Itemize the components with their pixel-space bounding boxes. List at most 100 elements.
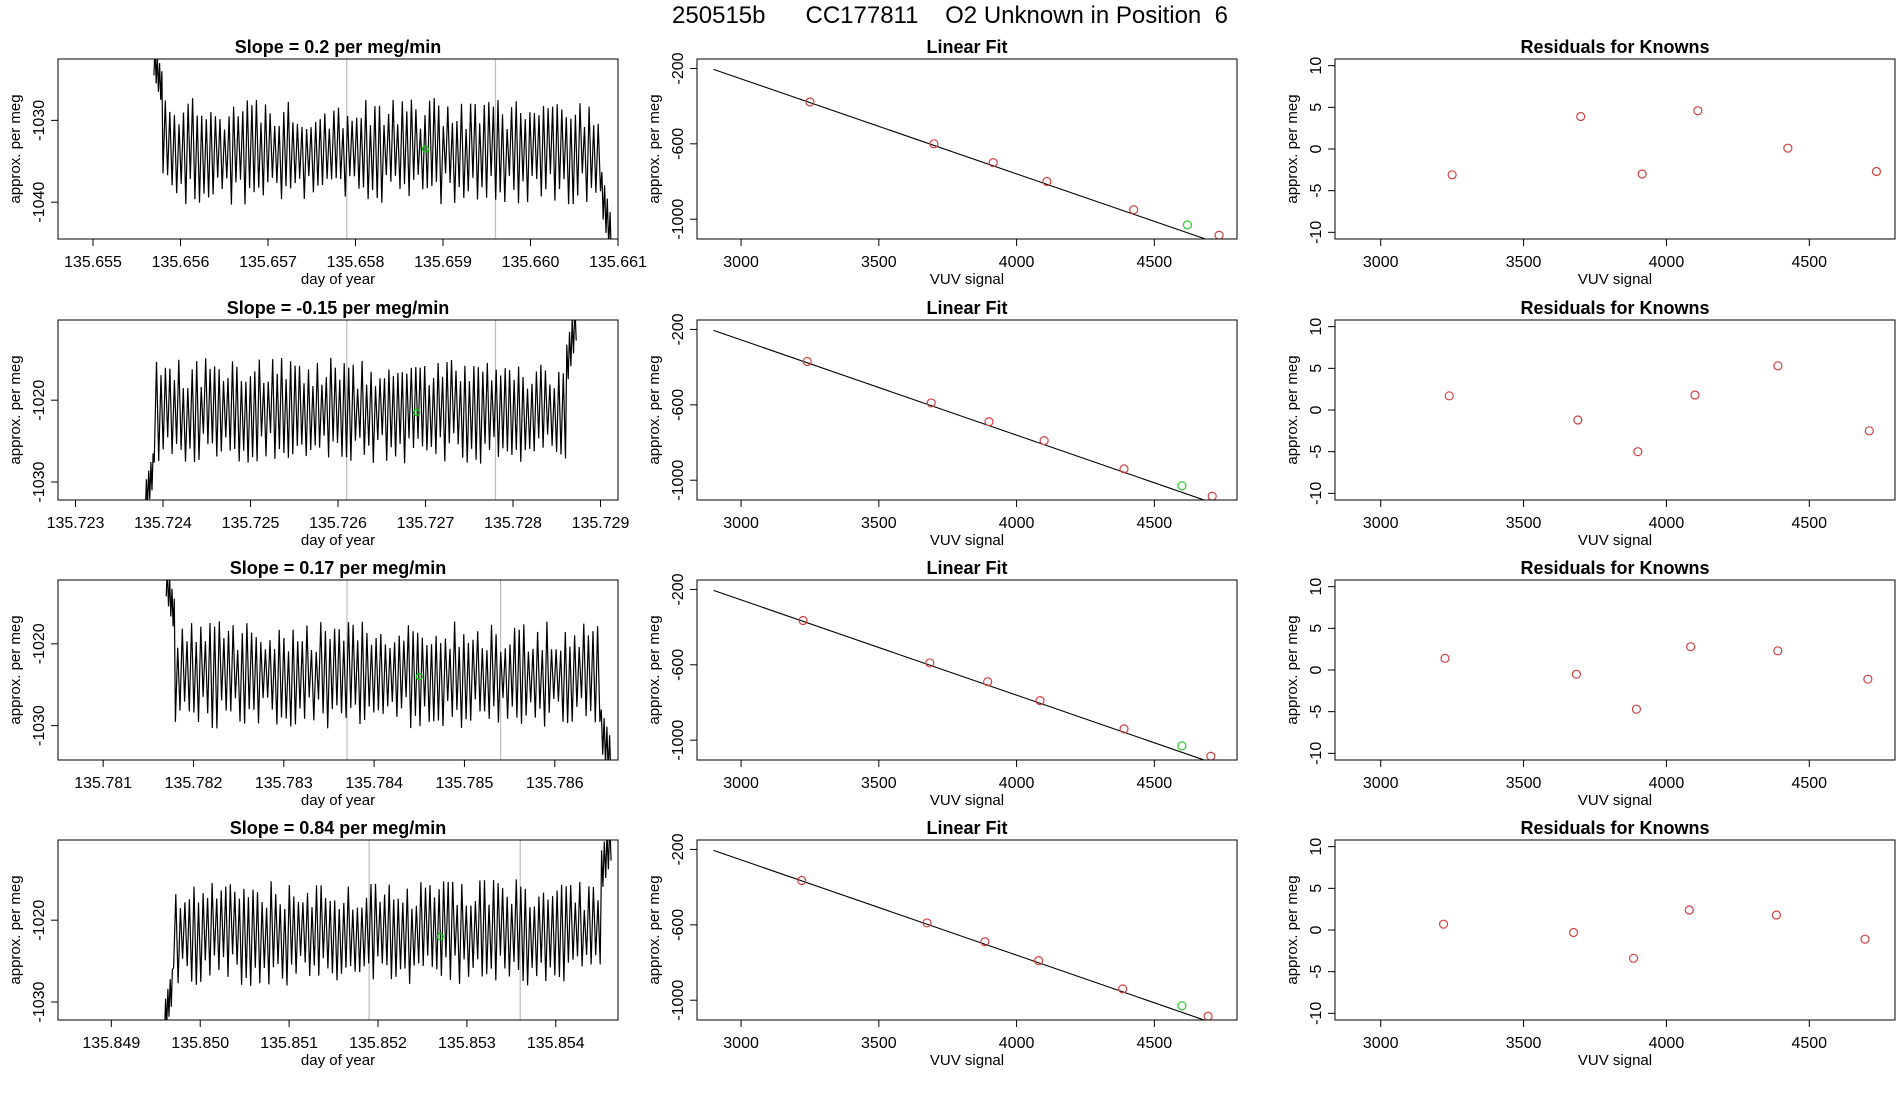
panel-title: Slope = -0.15 per meg/min (227, 298, 450, 318)
y-tick-label: -1020 (31, 623, 48, 664)
panel-title: Slope = 0.2 per meg/min (235, 37, 442, 57)
panel-title: Residuals for Knowns (1520, 298, 1709, 318)
x-tick-label: 135.786 (526, 775, 584, 792)
signal-trace (165, 580, 611, 760)
known-point (1207, 491, 1217, 500)
known-point (1203, 1011, 1213, 1020)
x-tick-label: 135.781 (74, 775, 132, 792)
y-tick-label: -5 (1308, 183, 1325, 197)
residual-point (1637, 169, 1647, 179)
y-tick-label: -5 (1308, 704, 1325, 718)
signal-trace (153, 59, 612, 239)
residual-point (1690, 390, 1700, 400)
residual-point (1864, 426, 1874, 436)
x-tick-label: 135.853 (438, 1035, 496, 1052)
plot-frame (57, 839, 619, 1021)
y-tick-label: -1000 (670, 720, 687, 761)
x-tick-label: 4000 (1649, 515, 1685, 532)
known-point (926, 398, 936, 408)
x-tick-label: 3500 (1506, 1035, 1542, 1052)
known-point (1042, 176, 1052, 187)
x-tick-label: 135.851 (260, 1035, 318, 1052)
y-tick-label: -1030 (31, 100, 48, 141)
panel-4-2: Linear Fit 3000 3500 4000 4500 -200 -600 -1000 V… (646, 818, 1238, 1069)
y-tick-label: 0 (1308, 925, 1325, 934)
x-tick-label: 135.658 (327, 254, 385, 271)
residual-point (1773, 646, 1783, 656)
residual-point (1783, 143, 1793, 153)
residual-point (1693, 106, 1703, 116)
plot-area (713, 329, 1217, 500)
x-tick-label: 3500 (1506, 254, 1542, 271)
panel-title: Slope = 0.84 per meg/min (230, 818, 447, 838)
residual-point (1571, 669, 1582, 679)
y-tick-label: -600 (670, 909, 687, 941)
known-point (980, 937, 990, 947)
known-point (797, 875, 807, 886)
x-axis-label: VUV signal (930, 1052, 1004, 1069)
plot-frame (1334, 58, 1896, 240)
x-axis-label: VUV signal (1578, 532, 1652, 549)
known-point (1214, 230, 1224, 239)
plot-area (153, 59, 612, 239)
x-tick-label: 4000 (1649, 254, 1685, 271)
y-tick-label: 10 (1308, 838, 1325, 856)
panel-3-2: Linear Fit 3000 3500 4000 4500 -200 -600 -1000 V… (646, 558, 1238, 809)
y-tick-label: -1000 (670, 199, 687, 240)
y-axis-label: approx. per meg (646, 875, 663, 984)
x-tick-label: 135.852 (349, 1035, 407, 1052)
plot-area (145, 320, 577, 500)
x-tick-label: 4500 (1791, 254, 1827, 271)
residual-point (1633, 447, 1643, 457)
y-tick-label: -1030 (31, 705, 48, 746)
signal-trace (145, 320, 577, 500)
unknown-marker (436, 932, 444, 941)
residual-point (1438, 919, 1449, 929)
panel-1-3: Residuals for Knowns 3000 3500 4000 4500 -10 -… (1284, 37, 1896, 288)
y-tick-label: -1030 (31, 461, 48, 502)
y-axis-label: approx. per meg (1284, 875, 1301, 984)
plot-area (1447, 106, 1882, 180)
x-axis-label: VUV signal (1578, 271, 1652, 288)
signal-trace (164, 840, 612, 1020)
unknown-point (1182, 220, 1193, 230)
x-tick-label: 3000 (1363, 254, 1399, 271)
plot-frame (1334, 839, 1896, 1021)
x-tick-label: 3000 (723, 1035, 759, 1052)
y-tick-label: -600 (670, 649, 687, 681)
x-tick-label: 135.724 (134, 515, 192, 532)
residual-point (1860, 934, 1870, 944)
residual-point (1631, 704, 1642, 714)
plot-frame (696, 319, 1238, 501)
x-tick-label: 3000 (723, 254, 759, 271)
known-point (1118, 984, 1128, 994)
x-tick-label: 4500 (1137, 515, 1173, 532)
unknown-marker (415, 672, 423, 681)
panel-title: Linear Fit (926, 37, 1007, 57)
plot-area (713, 849, 1213, 1020)
x-tick-label: 135.728 (484, 515, 542, 532)
residual-point (1863, 674, 1873, 684)
residual-point (1576, 111, 1586, 122)
y-tick-label: -10 (1308, 1002, 1325, 1025)
y-tick-label: 10 (1308, 318, 1325, 336)
known-point (984, 417, 994, 427)
plot-area (713, 68, 1224, 239)
x-tick-label: 4000 (999, 1035, 1035, 1052)
plot-frame (1334, 319, 1896, 501)
x-tick-label: 3000 (1363, 775, 1399, 792)
y-tick-label: -200 (670, 833, 687, 865)
x-tick-label: 135.661 (589, 254, 647, 271)
y-axis-label: approx. per meg (1284, 355, 1301, 464)
x-tick-label: 4500 (1791, 775, 1827, 792)
plot-area (1440, 642, 1873, 714)
panel-title: Slope = 0.17 per meg/min (230, 558, 447, 578)
x-tick-label: 135.725 (222, 515, 280, 532)
y-tick-label: -200 (670, 52, 687, 84)
x-tick-label: 3000 (1363, 1035, 1399, 1052)
residual-point (1447, 170, 1457, 180)
residual-point (1771, 910, 1782, 920)
x-axis-label: VUV signal (1578, 1052, 1652, 1069)
x-tick-label: 135.785 (436, 775, 494, 792)
y-tick-label: -600 (670, 128, 687, 160)
